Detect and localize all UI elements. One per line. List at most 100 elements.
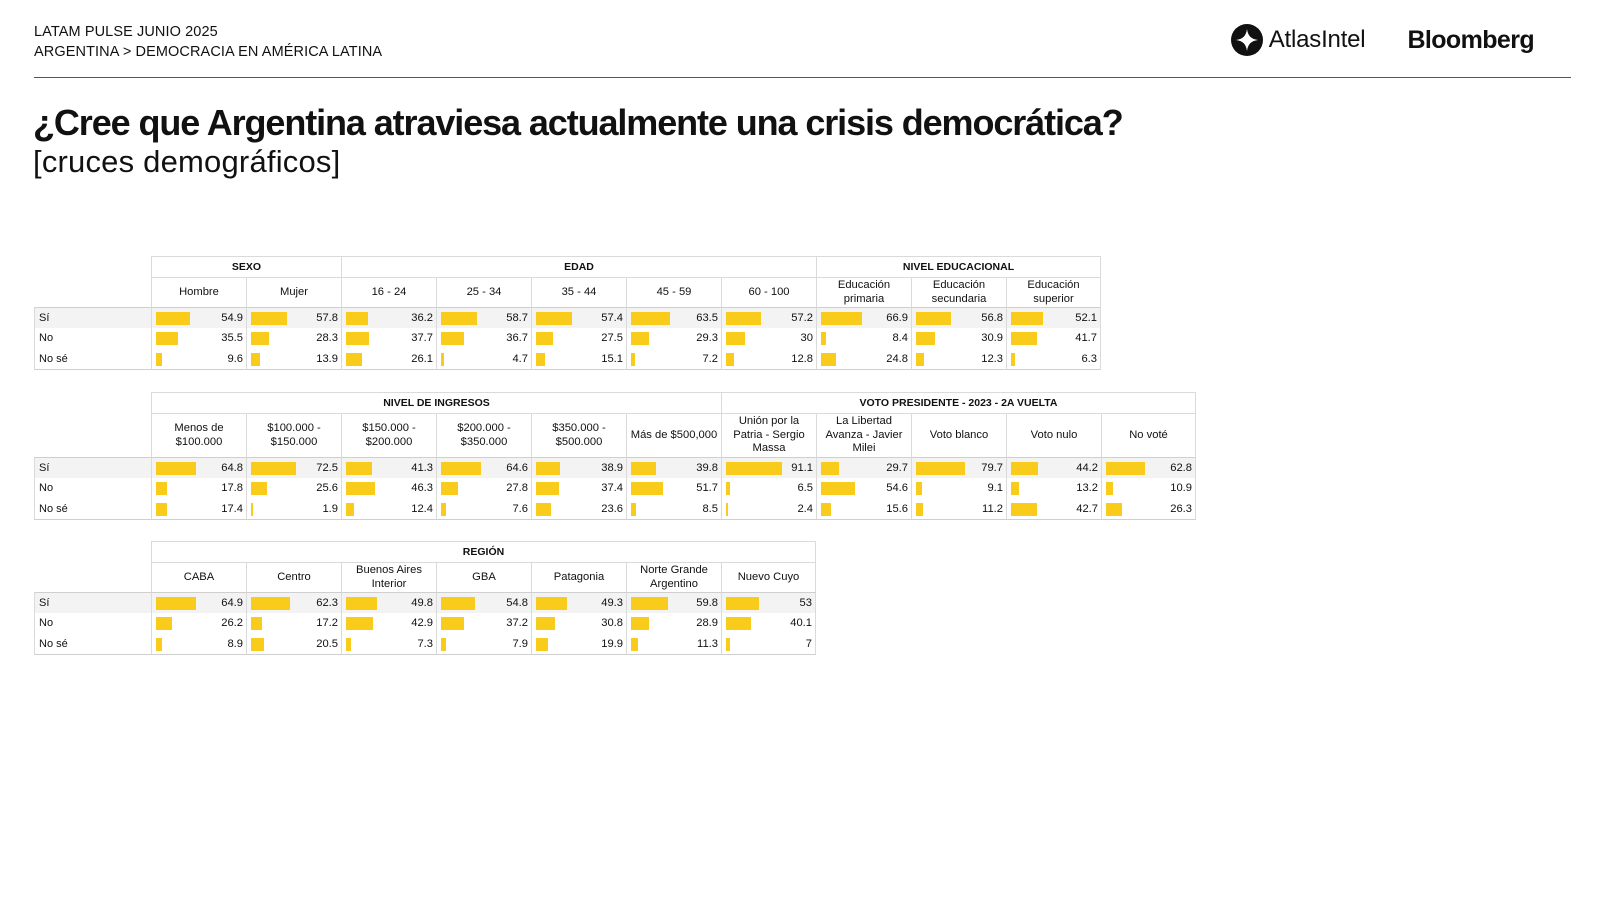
group-header-row: NIVEL DE INGRESOS VOTO PRESIDENTE - 2023 … [34, 392, 1196, 413]
value-label: 56.8 [981, 312, 1003, 324]
value-cell: 11.2 [911, 499, 1006, 520]
value-label: 15.1 [601, 353, 623, 365]
value-bar [536, 503, 551, 516]
value-cell: 4.7 [436, 349, 531, 370]
value-bar [251, 597, 290, 610]
value-label: 26.3 [1170, 503, 1192, 515]
value-cell: 46.3 [341, 478, 436, 499]
value-cell: 13.9 [246, 349, 341, 370]
value-label: 25.6 [316, 482, 338, 494]
value-cell: 8.4 [816, 328, 911, 349]
value-label: 64.6 [506, 462, 528, 474]
value-label: 8.5 [702, 503, 718, 515]
value-cell: 30.9 [911, 328, 1006, 349]
row-label: No [34, 613, 151, 634]
value-bar [346, 597, 377, 610]
value-cell: 51.7 [626, 478, 721, 499]
value-cell: 40.1 [721, 613, 816, 634]
value-label: 13.2 [1076, 482, 1098, 494]
value-cell: 2.4 [721, 499, 816, 520]
value-label: 6.3 [1081, 353, 1097, 365]
value-label: 46.3 [411, 482, 433, 494]
value-bar [346, 617, 373, 630]
value-bar [1011, 462, 1039, 475]
value-label: 7.2 [702, 353, 718, 365]
value-label: 64.8 [221, 462, 243, 474]
value-bar [536, 617, 556, 630]
row-label: Sí [34, 592, 151, 613]
value-bar [1106, 462, 1145, 475]
value-cell: 37.2 [436, 613, 531, 634]
value-label: 8.4 [892, 332, 908, 344]
column-header-16-24: 16 - 24 [341, 277, 436, 307]
value-label: 41.7 [1075, 332, 1097, 344]
value-cell: 15.6 [816, 499, 911, 520]
header-divider [34, 77, 1571, 78]
bloomberg-logo: Bloomberg [1407, 25, 1534, 54]
value-bar [441, 332, 464, 345]
value-cell: 91.1 [721, 457, 816, 478]
value-bar [821, 503, 831, 516]
value-bar [346, 332, 370, 345]
value-cell: 30 [721, 328, 816, 349]
value-label: 37.2 [506, 617, 528, 629]
atlasintel-wordmark: AtlasIntel [1268, 26, 1366, 53]
value-label: 2.4 [797, 503, 813, 515]
column-header-45-59: 45 - 59 [626, 277, 721, 307]
value-label: 51.7 [696, 482, 718, 494]
value-label: 11.2 [982, 503, 1003, 515]
value-label: 54.6 [886, 482, 908, 494]
value-label: 66.9 [886, 312, 908, 324]
value-cell: 25.6 [246, 478, 341, 499]
value-cell: 27.5 [531, 328, 626, 349]
value-cell: 42.7 [1006, 499, 1101, 520]
value-cell: 64.6 [436, 457, 531, 478]
value-cell: 44.2 [1006, 457, 1101, 478]
value-bar [251, 482, 267, 495]
value-cell: 9.1 [911, 478, 1006, 499]
atlasintel-mark-icon [1230, 24, 1263, 56]
value-bar [441, 503, 446, 516]
column-header-voto-nulo: Voto nulo [1006, 413, 1101, 457]
value-bar [156, 503, 167, 516]
value-cell: 53 [721, 592, 816, 613]
logo-area: AtlasIntel Bloomberg [1230, 22, 1535, 58]
column-header-350-000-500-000: $350.000 - $500.000 [531, 413, 626, 457]
value-label: 12.8 [791, 353, 813, 365]
column-header-buenos-aires-interior: Buenos Aires Interior [341, 562, 436, 592]
value-label: 27.8 [506, 482, 528, 494]
value-bar [631, 638, 638, 651]
value-bar [726, 617, 751, 630]
value-cell: 39.8 [626, 457, 721, 478]
value-label: 63.5 [696, 312, 718, 324]
column-header-mas-de-500-000: Más de $500,000 [626, 413, 721, 457]
value-cell: 57.4 [531, 307, 626, 328]
value-bar [156, 312, 191, 325]
value-bar [916, 312, 952, 325]
column-header-mujer: Mujer [246, 277, 341, 307]
value-bar [441, 353, 444, 366]
value-cell: 6.3 [1006, 349, 1101, 370]
row-label-spacer [34, 541, 151, 562]
value-cell: 10.9 [1101, 478, 1196, 499]
value-cell: 29.3 [626, 328, 721, 349]
value-label: 7.9 [512, 638, 528, 650]
data-row-no: No 26.2 17.2 42.9 37.2 30.8 28.9 40.1 [34, 613, 816, 634]
value-cell: 11.3 [626, 634, 721, 655]
value-cell: 26.3 [1101, 499, 1196, 520]
value-cell: 19.9 [531, 634, 626, 655]
value-label: 35.5 [221, 332, 243, 344]
value-label: 62.8 [1170, 462, 1192, 474]
value-cell: 27.8 [436, 478, 531, 499]
value-bar [916, 332, 936, 345]
value-cell: 1.9 [246, 499, 341, 520]
value-label: 28.9 [696, 617, 718, 629]
row-label-spacer [34, 413, 151, 457]
value-cell: 79.7 [911, 457, 1006, 478]
value-bar [251, 617, 262, 630]
value-label: 42.9 [411, 617, 433, 629]
crosstab-ingresos-voto: NIVEL DE INGRESOS VOTO PRESIDENTE - 2023 … [34, 392, 1196, 520]
value-bar [726, 332, 745, 345]
value-cell: 64.8 [151, 457, 246, 478]
value-bar [156, 332, 178, 345]
